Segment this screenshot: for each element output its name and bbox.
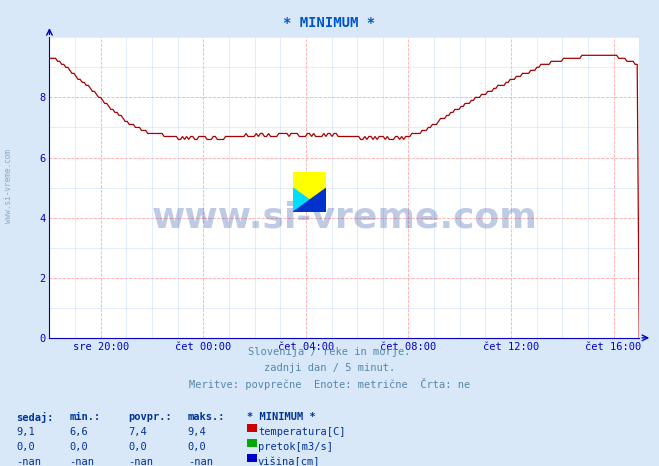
- Text: 9,1: 9,1: [16, 427, 35, 437]
- Text: * MINIMUM *: * MINIMUM *: [283, 16, 376, 30]
- Text: 7,4: 7,4: [129, 427, 147, 437]
- Text: višina[cm]: višina[cm]: [258, 457, 320, 466]
- Text: www.si-vreme.com: www.si-vreme.com: [152, 201, 537, 234]
- Polygon shape: [293, 188, 326, 212]
- Text: pretok[m3/s]: pretok[m3/s]: [258, 442, 333, 452]
- Text: -nan: -nan: [129, 457, 154, 466]
- Text: -nan: -nan: [16, 457, 42, 466]
- Text: 0,0: 0,0: [188, 442, 206, 452]
- Text: www.si-vreme.com: www.si-vreme.com: [4, 150, 13, 223]
- Text: -nan: -nan: [188, 457, 213, 466]
- Text: povpr.:: povpr.:: [129, 412, 172, 422]
- Text: maks.:: maks.:: [188, 412, 225, 422]
- Text: 6,6: 6,6: [69, 427, 88, 437]
- Text: zadnji dan / 5 minut.: zadnji dan / 5 minut.: [264, 363, 395, 372]
- Text: 0,0: 0,0: [129, 442, 147, 452]
- Text: -nan: -nan: [69, 457, 94, 466]
- Text: 0,0: 0,0: [16, 442, 35, 452]
- Text: Slovenija / reke in morje.: Slovenija / reke in morje.: [248, 347, 411, 357]
- Text: sedaj:: sedaj:: [16, 412, 54, 424]
- Polygon shape: [293, 172, 326, 212]
- Text: temperatura[C]: temperatura[C]: [258, 427, 345, 437]
- Text: Meritve: povprečne  Enote: metrične  Črta: ne: Meritve: povprečne Enote: metrične Črta:…: [189, 378, 470, 390]
- Polygon shape: [293, 188, 326, 212]
- Text: 9,4: 9,4: [188, 427, 206, 437]
- Text: 0,0: 0,0: [69, 442, 88, 452]
- Text: * MINIMUM *: * MINIMUM *: [247, 412, 316, 422]
- Text: min.:: min.:: [69, 412, 100, 422]
